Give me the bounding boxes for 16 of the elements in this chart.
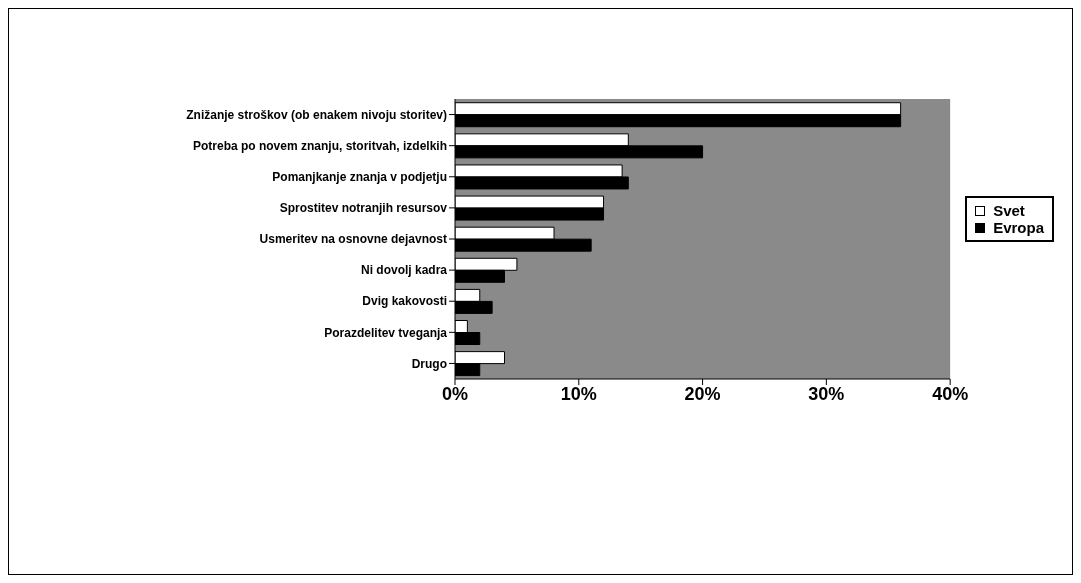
y-tick-label: Drugo xyxy=(411,356,447,371)
legend-label: Evropa xyxy=(993,219,1044,236)
y-tick-label: Znižanje stroškov (ob enakem nivoju storitev) xyxy=(186,107,447,122)
legend-label: Svet xyxy=(993,202,1025,219)
y-tick-label: Sprostitev notranjih resursov xyxy=(279,201,448,216)
y-tick-label: Porazdelitev tveganja xyxy=(324,325,448,340)
x-tick-label: 40% xyxy=(932,383,969,404)
x-tick-label: 0% xyxy=(441,383,469,404)
y-tick-label: Ni dovolj kadra xyxy=(360,263,448,278)
y-tick-label: Potreba po novem znanju, storitvah, izdelkih xyxy=(192,138,447,153)
x-tick-label: 20% xyxy=(684,383,721,404)
x-tick-label: 30% xyxy=(808,383,845,404)
y-tick-label: Pomanjkanje znanja v podjetju xyxy=(272,170,447,185)
x-tick-label: 10% xyxy=(560,383,597,404)
y-tick-label: Usmeritev na osnovne dejavnost xyxy=(259,232,447,247)
y-tick-label: Dvig kakovosti xyxy=(362,294,447,309)
